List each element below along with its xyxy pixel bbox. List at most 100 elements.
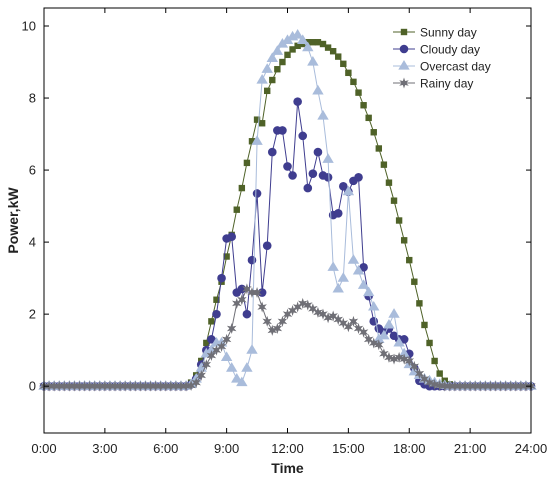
- data-point: [266, 52, 278, 63]
- data-point: [399, 335, 409, 344]
- data-point: [318, 308, 328, 320]
- data-point: [284, 51, 291, 59]
- y-tick-label: 10: [22, 19, 36, 34]
- data-point: [267, 324, 278, 336]
- data-point: [395, 217, 403, 224]
- data-point: [480, 380, 491, 392]
- data-point: [274, 66, 281, 73]
- data-point: [201, 359, 212, 371]
- data-point: [236, 376, 248, 387]
- data-point: [308, 303, 318, 315]
- data-point: [313, 306, 323, 318]
- data-point: [308, 169, 318, 178]
- data-point: [253, 116, 261, 123]
- data-point: [203, 339, 210, 347]
- series-layer: [38, 29, 537, 392]
- data-point: [409, 360, 420, 372]
- data-point: [140, 380, 151, 392]
- data-point: [241, 362, 253, 372]
- data-point: [212, 309, 221, 319]
- data-point: [303, 183, 313, 193]
- data-point: [243, 159, 251, 167]
- data-point: [217, 273, 226, 283]
- data-point: [246, 344, 258, 354]
- legend-item: Rainy day: [393, 77, 473, 91]
- data-point: [450, 380, 460, 392]
- data-point: [293, 97, 302, 106]
- data-point: [333, 314, 343, 326]
- data-point: [348, 315, 359, 327]
- x-tick-label: 9:00: [214, 441, 239, 456]
- data-point: [130, 380, 141, 392]
- data-point: [455, 380, 465, 392]
- data-point: [505, 380, 516, 392]
- data-point: [257, 301, 267, 313]
- data-point: [314, 39, 322, 46]
- data-point: [434, 379, 445, 391]
- data-point: [485, 380, 496, 392]
- data-point: [383, 318, 395, 329]
- data-point: [64, 380, 75, 392]
- data-point: [79, 380, 90, 392]
- data-point: [171, 380, 181, 392]
- x-tick-label: 0:00: [31, 441, 56, 456]
- data-point: [352, 264, 365, 275]
- data-point: [342, 185, 355, 196]
- data-point: [322, 153, 334, 163]
- data-point: [475, 380, 486, 392]
- data-point: [375, 145, 383, 152]
- data-point: [368, 300, 380, 311]
- legend-label: Cloudy day: [420, 43, 480, 57]
- data-point: [340, 60, 347, 68]
- y-tick-label: 2: [29, 307, 36, 322]
- data-point: [247, 287, 257, 299]
- data-point: [206, 350, 217, 362]
- data-point: [232, 297, 242, 309]
- plot-area-background: [44, 8, 531, 433]
- data-point: [208, 318, 215, 325]
- data-point: [400, 237, 408, 244]
- data-point: [516, 380, 526, 392]
- ticks-layer: 0:00 3:00 6:00 9:00 12:00 15:00 18:00 21:00 24:0…: [22, 8, 547, 456]
- data-point: [135, 380, 146, 392]
- data-point: [242, 309, 252, 319]
- data-point: [95, 380, 105, 392]
- data-point: [421, 321, 428, 329]
- data-point: [398, 347, 410, 358]
- data-point: [511, 380, 521, 392]
- x-tick-label: 21:00: [454, 441, 487, 456]
- data-point: [359, 263, 368, 272]
- data-point: [426, 339, 433, 347]
- data-point: [390, 197, 398, 204]
- data-point: [312, 84, 324, 95]
- data-point: [399, 353, 409, 365]
- data-point: [360, 102, 367, 109]
- data-point: [49, 380, 59, 392]
- data-point: [262, 241, 272, 251]
- data-point: [262, 315, 272, 327]
- data-point: [252, 189, 262, 198]
- x-tick-label: 12:00: [271, 441, 304, 456]
- data-point: [406, 256, 413, 264]
- data-point: [388, 308, 400, 318]
- data-point: [225, 362, 238, 372]
- data-point: [251, 135, 263, 145]
- data-point: [233, 206, 240, 213]
- data-point: [297, 34, 309, 45]
- legend-marker: [399, 77, 409, 89]
- x-tick-label: 6:00: [153, 441, 178, 456]
- data-point: [323, 172, 333, 182]
- data-point: [145, 380, 156, 392]
- data-point: [394, 351, 404, 363]
- data-point: [317, 110, 329, 120]
- data-point: [373, 333, 385, 343]
- data-point: [419, 373, 430, 385]
- y-axis-title: Power,kW: [5, 187, 21, 254]
- data-point: [291, 29, 304, 39]
- data-point: [110, 380, 120, 392]
- data-point: [332, 282, 344, 293]
- series-rainy-day: [39, 283, 536, 392]
- data-point: [283, 162, 292, 171]
- data-point: [238, 184, 246, 192]
- x-tick-label: 18:00: [393, 441, 426, 456]
